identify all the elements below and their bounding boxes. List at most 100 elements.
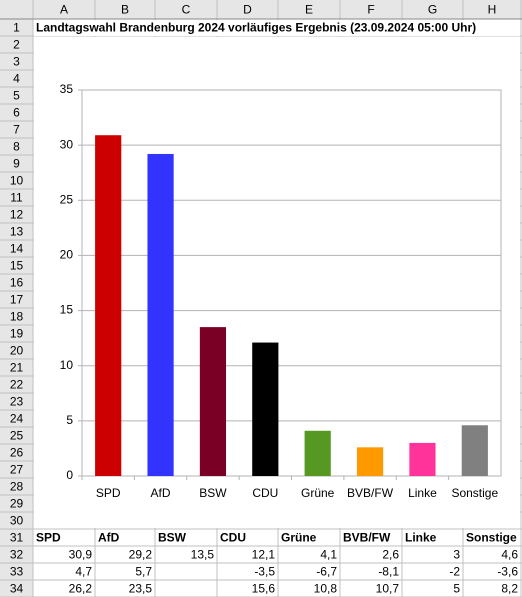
column-letter: A (60, 3, 68, 17)
x-tick-label: Sonstige (451, 486, 498, 500)
bar (409, 442, 436, 476)
table-header: SPD (36, 531, 61, 545)
table-header: Grüne (281, 531, 317, 545)
table-cell: 3 (453, 548, 460, 562)
y-tick-label: 30 (60, 137, 74, 151)
row-number: 11 (10, 191, 23, 205)
table-cell: 10,8 (314, 582, 338, 596)
table-header: Sonstige (466, 531, 517, 545)
row-number: 28 (10, 480, 24, 494)
row-number: 22 (10, 378, 24, 392)
row-number: 18 (10, 310, 24, 324)
table-cell: 4,7 (75, 565, 92, 579)
table-cell: -8,1 (378, 565, 399, 579)
column-letter: D (243, 3, 252, 17)
row-number: 7 (13, 123, 20, 137)
y-tick-label: 5 (66, 413, 73, 427)
table-cell: -2 (449, 565, 460, 579)
table-cell: -3,5 (254, 565, 275, 579)
row-number: 34 (10, 582, 24, 596)
row-number: 19 (10, 327, 24, 341)
column-letter: H (488, 3, 497, 17)
x-tick-label: Linke (408, 486, 437, 500)
table-cell: 30,9 (69, 548, 93, 562)
table-cell: 13,5 (191, 548, 215, 562)
y-tick-label: 10 (60, 358, 74, 372)
row-number: 30 (10, 514, 24, 528)
x-tick-label: AfD (151, 486, 171, 500)
row-number: 24 (10, 412, 24, 426)
column-letter: C (182, 3, 191, 17)
row-number: 29 (10, 497, 24, 511)
table-cell: 29,2 (129, 548, 153, 562)
x-tick-label: BSW (199, 486, 227, 500)
table-cell: 5 (453, 582, 460, 596)
bar (252, 342, 279, 476)
table-cell: 4,6 (501, 548, 518, 562)
table-cell: 8,2 (501, 582, 518, 596)
table-cell: -6,7 (316, 565, 337, 579)
bar (147, 153, 174, 477)
row-number: 12 (10, 208, 24, 222)
bar (461, 425, 488, 476)
table-header: AfD (98, 531, 120, 545)
x-tick-label: BVB/FW (347, 486, 394, 500)
table-cell: 5,7 (135, 565, 152, 579)
row-number: 17 (10, 293, 24, 307)
table-cell: -3,6 (497, 565, 518, 579)
table-cell: 23,5 (129, 582, 153, 596)
table-header: BVB/FW (343, 531, 391, 545)
y-tick-label: 0 (66, 468, 73, 482)
row-number: 21 (10, 361, 24, 375)
row-number: 6 (13, 106, 20, 120)
row-number: 25 (10, 429, 24, 443)
row-header-bar (0, 0, 33, 597)
row-number: 13 (10, 225, 24, 239)
table-cell: 10,7 (376, 582, 400, 596)
row-number: 31 (10, 531, 24, 545)
y-tick-label: 35 (60, 82, 74, 96)
row-number: 3 (13, 55, 20, 69)
table-header: BSW (158, 531, 187, 545)
table-cell: 26,2 (69, 582, 93, 596)
row-number: 33 (10, 565, 24, 579)
table-cell: 2,6 (382, 548, 399, 562)
column-header-bar (0, 0, 522, 19)
bar (199, 327, 227, 476)
table-cell: 15,6 (252, 582, 276, 596)
row-number: 20 (10, 344, 24, 358)
row-number: 2 (13, 38, 20, 52)
row-number: 4 (13, 72, 20, 86)
title-bg (34, 20, 520, 36)
column-letter: F (367, 3, 374, 17)
y-tick-label: 15 (60, 303, 74, 317)
column-letter: B (121, 3, 129, 17)
bar (95, 135, 122, 476)
row-number: 9 (13, 157, 20, 171)
y-tick-label: 20 (60, 248, 74, 262)
row-number: 8 (13, 140, 20, 154)
table-cell: 12,1 (252, 548, 276, 562)
x-tick-label: SPD (96, 486, 121, 500)
y-tick-label: 25 (60, 192, 74, 206)
table-header: CDU (220, 531, 246, 545)
row-number: 14 (10, 242, 24, 256)
x-tick-label: CDU (252, 486, 278, 500)
row-number: 27 (10, 463, 24, 477)
sheet-title: Landtagswahl Brandenburg 2024 vorläufige… (36, 21, 476, 35)
table-header: Linke (405, 531, 437, 545)
column-letter: E (305, 3, 313, 17)
row-number: 26 (10, 446, 24, 460)
bar (356, 447, 384, 476)
x-tick-label: Grüne (301, 486, 335, 500)
row-number: 15 (10, 259, 24, 273)
table-cell: 4,1 (320, 548, 337, 562)
column-letter: G (428, 3, 437, 17)
row-number: 16 (10, 276, 24, 290)
bar (304, 430, 331, 476)
row-number: 32 (10, 548, 24, 562)
row-number: 10 (10, 174, 24, 188)
row-number: 1 (13, 21, 20, 35)
